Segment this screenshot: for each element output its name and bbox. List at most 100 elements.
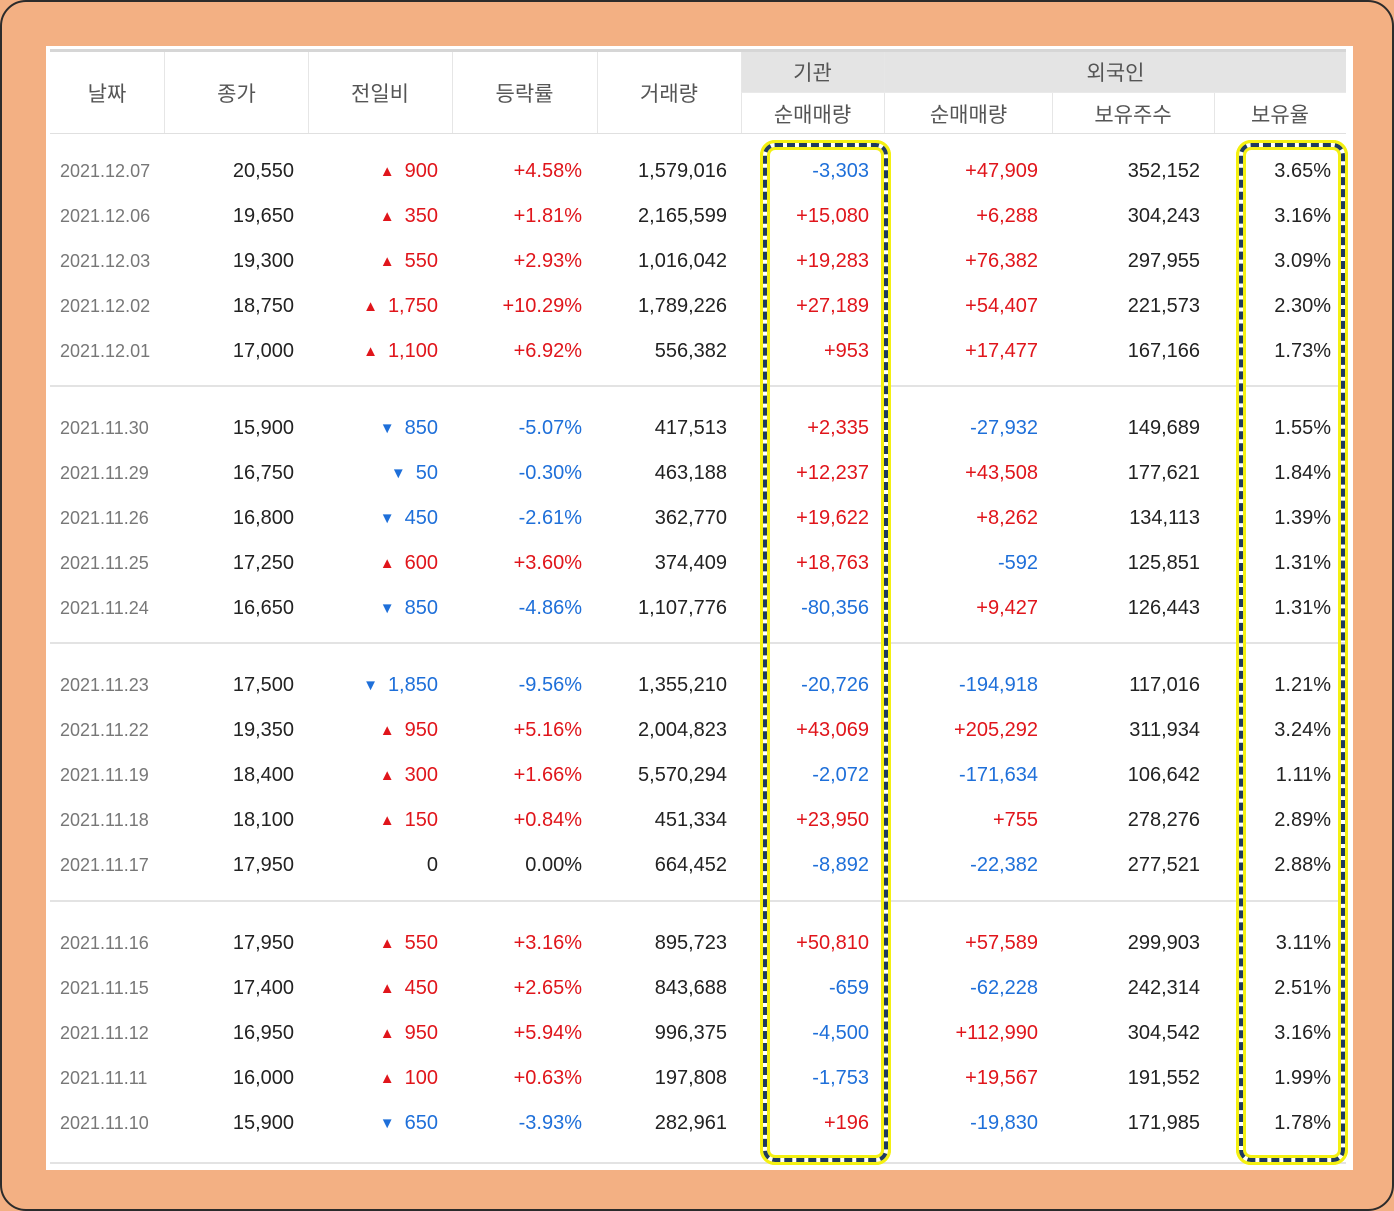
cell-close: 16,800: [233, 496, 294, 541]
group-divider: [50, 642, 1346, 644]
cell-volume: 996,375: [655, 1011, 727, 1056]
cell-holdings: 125,851: [1128, 541, 1200, 586]
cell-rate: +2.93%: [514, 239, 582, 284]
cell-ratio-value: 1.31%: [1274, 552, 1331, 574]
table-row: 2021.12.06 19,650 ▲ 350 +1.81% 2,165,599 +15,0…: [50, 194, 1346, 239]
table-row: 2021.11.18 18,100 ▲ 150 +0.84% 451,334 +23,950…: [50, 798, 1346, 843]
cell-change: ▲ 1,100: [363, 329, 438, 374]
cell-volume-value: 556,382: [654, 340, 727, 362]
cell-change-value: 50: [415, 462, 438, 484]
down-triangle-icon: ▼: [379, 600, 395, 617]
table-row: 2021.11.11 16,000 ▲ 100 +0.63% 197,808 -1,753 +…: [50, 1056, 1346, 1101]
cell-rate-value: +5.94%: [513, 1022, 582, 1044]
cell-inst-value: +2,335: [807, 417, 869, 439]
cell-change: ▲ 550: [380, 239, 438, 284]
cell-ratio: 2.30%: [1274, 284, 1331, 329]
cell-ratio-value: 3.24%: [1274, 719, 1331, 741]
cell-volume-value: 664,452: [654, 854, 727, 876]
up-triangle-icon: ▲: [379, 980, 395, 997]
cell-holdings-value: 191,552: [1127, 1067, 1200, 1089]
cell-ratio: 1.84%: [1274, 451, 1331, 496]
cell-change-value: 1,850: [387, 674, 438, 696]
cell-close-value: 17,950: [232, 932, 294, 954]
cell-rate-value: +4.58%: [513, 160, 582, 182]
cell-date-value: 2021.11.17: [60, 855, 149, 875]
cell-holdings-value: 117,016: [1129, 674, 1200, 696]
cell-holdings: 167,166: [1128, 329, 1200, 374]
cell-rate: -5.07%: [519, 406, 582, 451]
cell-ratio: 3.16%: [1274, 1011, 1331, 1056]
cell-date-value: 2021.11.26: [60, 508, 149, 528]
cell-foreign: +755: [993, 798, 1038, 843]
cell-foreign-value: -27,932: [970, 417, 1038, 439]
up-triangle-icon: ▲: [379, 253, 395, 270]
cell-close: 18,100: [233, 798, 294, 843]
cell-rate-value: -4.86%: [518, 597, 582, 619]
cell-holdings: 352,152: [1128, 149, 1200, 194]
cell-volume-value: 1,789,226: [638, 295, 727, 317]
cell-close-value: 17,950: [232, 854, 294, 876]
cell-rate-value: -9.56%: [518, 674, 582, 696]
cell-inst: -2,072: [812, 753, 869, 798]
cell-volume: 556,382: [655, 329, 727, 374]
table-row: 2021.12.03 19,300 ▲ 550 +2.93% 1,016,042 +19,2…: [50, 239, 1346, 284]
cell-change: ▲ 300: [380, 753, 438, 798]
cell-holdings-value: 221,573: [1127, 295, 1200, 317]
table-row: 2021.11.26 16,800 ▼ 450 -2.61% 362,770 +19,622…: [50, 496, 1346, 541]
cell-foreign-value: +17,477: [965, 340, 1038, 362]
cell-change-value: 0: [426, 854, 438, 876]
cell-volume-value: 362,770: [654, 507, 727, 529]
cell-foreign-value: +112,990: [955, 1022, 1039, 1044]
header-institution-net: 순매매량: [741, 93, 884, 134]
cell-volume: 463,188: [655, 451, 727, 496]
cell-holdings-value: 299,903: [1127, 932, 1200, 954]
cell-change-value: 850: [404, 597, 438, 619]
up-triangle-icon: ▲: [363, 343, 378, 360]
cell-ratio-value: 2.88%: [1274, 854, 1331, 876]
cell-holdings: 106,642: [1128, 753, 1200, 798]
cell-holdings: 177,621: [1128, 451, 1200, 496]
cell-inst-value: -8,892: [812, 854, 869, 876]
down-triangle-icon: ▼: [390, 465, 406, 482]
header-holdings: 보유주수: [1052, 93, 1214, 134]
cell-ratio-value: 2.51%: [1274, 977, 1331, 999]
cell-volume-value: 1,016,042: [638, 250, 727, 272]
cell-ratio: 1.31%: [1274, 586, 1331, 631]
cell-volume-value: 197,808: [654, 1067, 727, 1089]
cell-inst-value: +19,622: [796, 507, 869, 529]
cell-inst-value: +43,069: [796, 719, 869, 741]
cell-change: ▲ 600: [380, 541, 438, 586]
cell-inst: +18,763: [796, 541, 869, 586]
header-institution-group: 기관: [741, 52, 884, 92]
cell-holdings: 304,542: [1128, 1011, 1200, 1056]
cell-foreign: -22,382: [970, 843, 1038, 888]
table-row: 2021.12.01 17,000 ▲ 1,100 +6.92% 556,382 +953 +…: [50, 329, 1346, 374]
cell-volume: 2,165,599: [638, 194, 727, 239]
cell-rate: +4.58%: [514, 149, 582, 194]
cell-ratio: 3.65%: [1274, 149, 1331, 194]
cell-volume: 451,334: [655, 798, 727, 843]
header-rate: 등락률: [495, 82, 554, 106]
cell-foreign-value: -62,228: [970, 977, 1038, 999]
cell-foreign: +43,508: [965, 451, 1038, 496]
cell-date-value: 2021.11.23: [60, 675, 149, 695]
down-triangle-icon: ▼: [379, 510, 395, 527]
cell-inst-value: +27,189: [796, 295, 869, 317]
cell-holdings-value: 352,152: [1127, 160, 1200, 182]
cell-close-value: 16,750: [232, 462, 294, 484]
cell-volume: 2,004,823: [638, 708, 727, 753]
cell-date-value: 2021.11.24: [60, 598, 149, 618]
cell-close: 16,000: [233, 1056, 294, 1101]
cell-ratio: 2.88%: [1274, 843, 1331, 888]
cell-date: 2021.12.02: [60, 284, 150, 329]
cell-volume: 1,016,042: [638, 239, 727, 284]
cell-holdings-value: 242,314: [1127, 977, 1200, 999]
cell-change-value: 150: [404, 809, 438, 831]
cell-ratio-value: 1.99%: [1274, 1067, 1331, 1089]
cell-ratio: 2.89%: [1274, 798, 1331, 843]
cell-holdings-value: 304,542: [1127, 1022, 1200, 1044]
cell-close: 17,950: [233, 843, 294, 888]
cell-ratio-value: 3.16%: [1274, 1022, 1331, 1044]
cell-foreign-value: -592: [997, 552, 1038, 574]
cell-rate: -3.93%: [519, 1101, 582, 1146]
